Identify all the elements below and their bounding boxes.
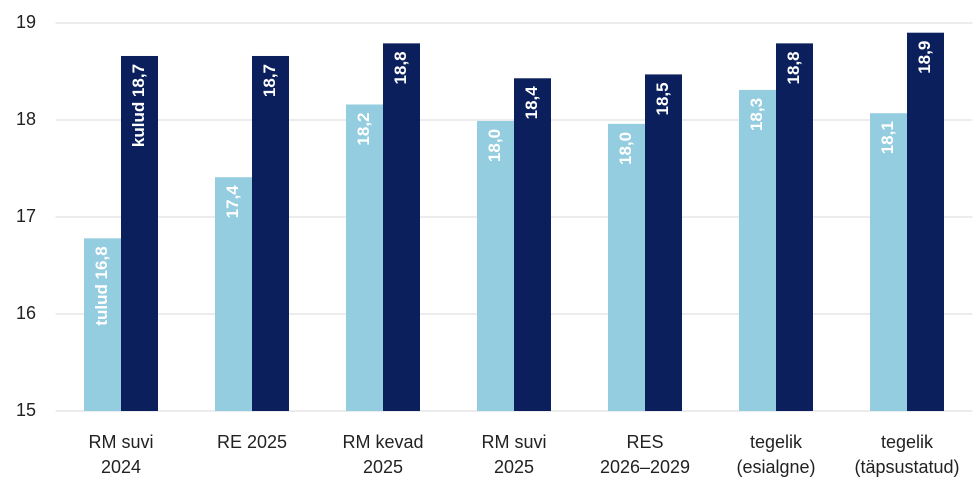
data-label: 18,9 <box>915 41 934 74</box>
data-label: 18,5 <box>653 82 672 115</box>
bar <box>383 43 420 412</box>
y-tick-label: 15 <box>16 400 36 420</box>
bar <box>870 113 907 412</box>
x-tick-label: 2025 <box>494 457 534 477</box>
x-tick-label: RES <box>626 432 663 452</box>
x-tick-label: RM suvi <box>88 432 153 452</box>
data-label: tulud 16,8 <box>92 246 111 325</box>
bar <box>645 74 682 411</box>
bar <box>907 32 944 411</box>
data-label: 18,2 <box>354 112 373 145</box>
x-tick-label: 2026–2029 <box>600 457 690 477</box>
data-label: 17,4 <box>223 185 242 219</box>
y-tick-label: 16 <box>16 303 36 323</box>
x-tick-label: tegelik <box>750 432 803 452</box>
bar <box>121 55 158 411</box>
data-label: 18,3 <box>747 98 766 131</box>
x-tick-label: RE 2025 <box>217 432 287 452</box>
x-tick-label: (esialgne) <box>736 457 815 477</box>
data-label: 18,1 <box>878 121 897 154</box>
data-label: 18,7 <box>260 64 279 97</box>
data-label: kulud 18,7 <box>129 64 148 147</box>
bar <box>346 104 383 411</box>
data-label: 18,8 <box>391 51 410 84</box>
bar <box>252 55 289 411</box>
x-tick-label: tegelik <box>881 432 934 452</box>
bar <box>514 78 551 411</box>
bar <box>215 177 252 411</box>
bar <box>84 238 121 411</box>
x-tick-label: (täpsustatud) <box>854 457 959 477</box>
y-tick-label: 19 <box>16 12 36 32</box>
bar <box>739 89 776 412</box>
bar <box>776 43 813 412</box>
bar <box>477 120 514 411</box>
data-label: 18,4 <box>522 86 541 120</box>
data-label: 18,0 <box>485 129 504 162</box>
x-tick-label: RM suvi <box>481 432 546 452</box>
x-tick-label: RM kevad <box>342 432 423 452</box>
x-tick-label: 2024 <box>101 457 141 477</box>
y-tick-label: 18 <box>16 109 36 129</box>
data-label: 18,0 <box>616 132 635 165</box>
bar <box>608 123 645 411</box>
data-label: 18,8 <box>784 51 803 84</box>
x-tick-label: 2025 <box>363 457 403 477</box>
y-tick-label: 17 <box>16 206 36 226</box>
